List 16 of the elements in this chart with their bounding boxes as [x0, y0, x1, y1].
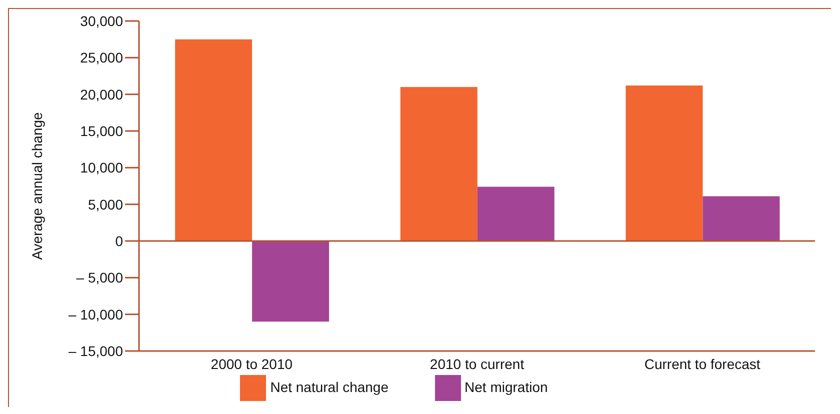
y-tick-label: 10,000	[80, 160, 124, 176]
legend-label: Net migration	[464, 378, 548, 395]
y-axis-title: Average annual change	[28, 112, 45, 260]
y-tick-label: – 15,000	[68, 342, 124, 359]
x-tick-label: Current to forecast	[644, 356, 760, 372]
x-tick-label: 2000 to 2010	[210, 356, 293, 372]
y-tick-label: 25,000	[80, 50, 124, 66]
y-tick-label: 5,000	[88, 196, 124, 212]
y-tick-label: 0	[115, 232, 124, 249]
x-tick-label: 2010 to current	[430, 356, 524, 372]
y-tick-label: 15,000	[80, 122, 124, 139]
legend-label: Net natural change	[270, 378, 389, 395]
y-tick-label: 30,000	[80, 12, 124, 29]
y-tick-label: 20,000	[80, 86, 124, 102]
y-tick-label: – 5,000	[76, 270, 124, 286]
y-tick-label: – 10,000	[68, 306, 124, 322]
